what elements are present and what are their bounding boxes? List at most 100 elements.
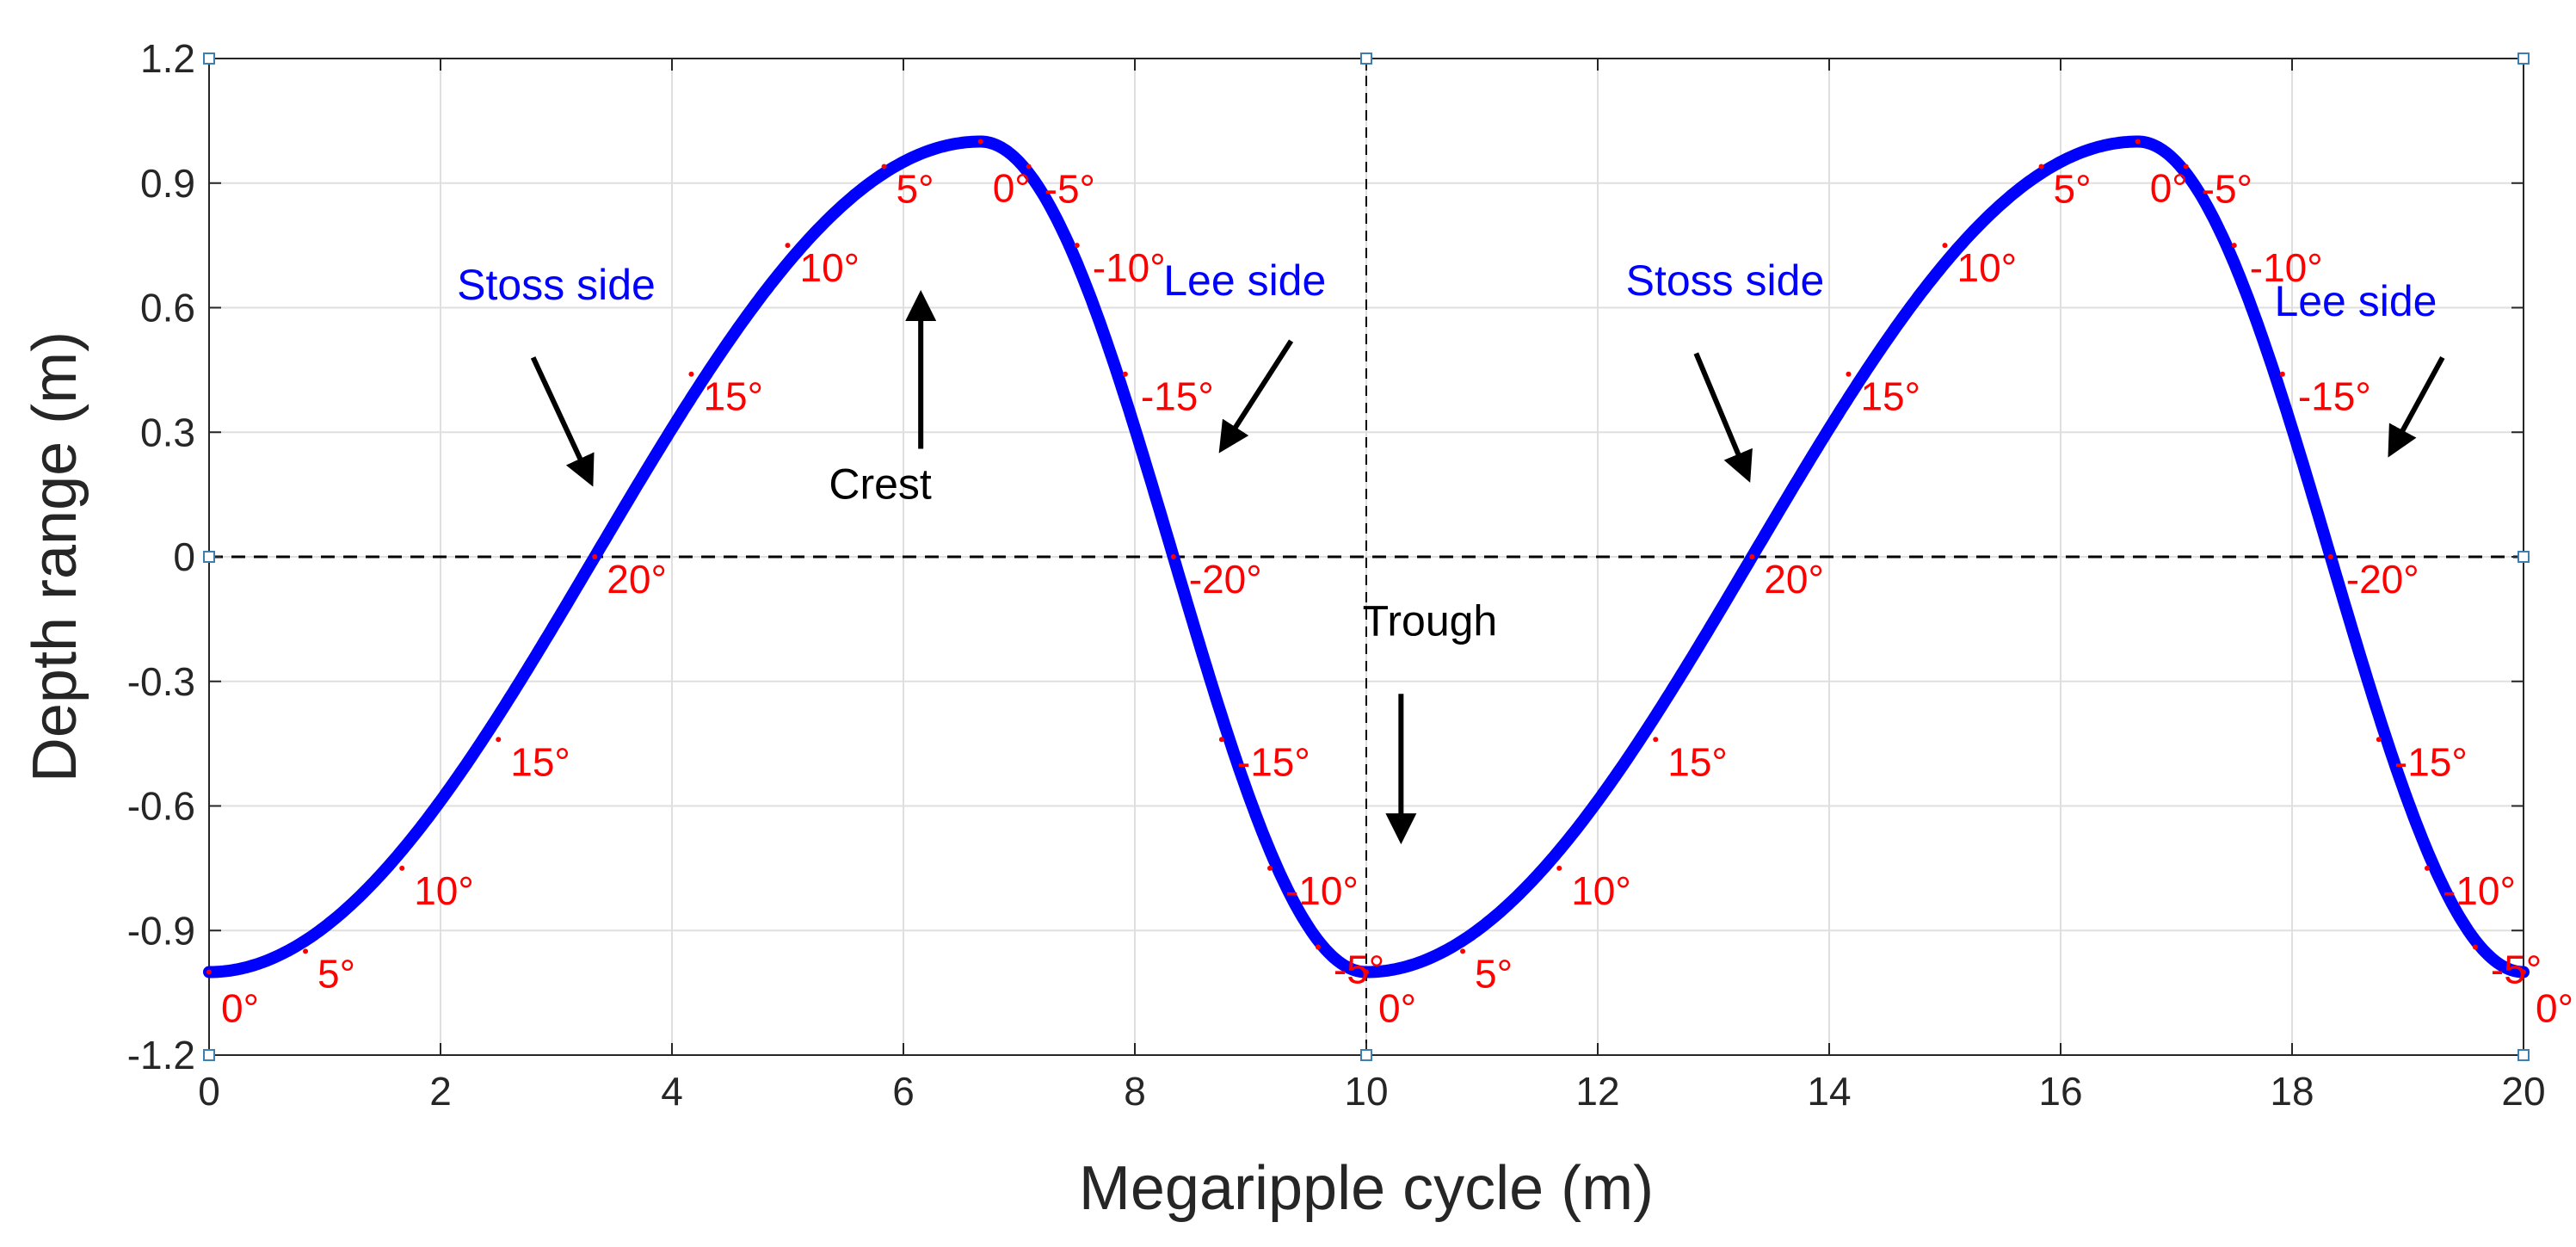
angle-label: -10° (1093, 245, 1166, 290)
angle-label: 20° (607, 557, 667, 602)
angle-marker-dot (1653, 737, 1659, 743)
angle-label: 5° (317, 951, 355, 996)
angle-marker-dot (2135, 139, 2141, 145)
angle-marker-dot (1074, 243, 1080, 249)
feature-label: Crest (829, 460, 932, 508)
angle-marker-dot (785, 243, 791, 249)
angle-marker-dot (977, 139, 983, 145)
angle-marker-dot (688, 371, 694, 377)
angle-marker-dot (496, 737, 502, 743)
x-tick-label: 12 (1575, 1069, 1619, 1114)
axes-handle (203, 551, 215, 563)
angle-label: -20° (2346, 557, 2419, 602)
angle-marker-dot (1026, 164, 1032, 170)
angle-marker-dot (1364, 969, 1369, 975)
y-axis-title: Depth range (m) (21, 331, 89, 782)
x-tick-label: 6 (892, 1069, 915, 1114)
y-tick-label: -0.9 (127, 908, 195, 953)
angle-label: 0° (221, 986, 259, 1031)
x-tick-label: 20 (2501, 1069, 2545, 1114)
axes-handle (203, 52, 215, 65)
side-pointer-arrow (2388, 355, 2445, 458)
angle-label: -10° (2443, 868, 2516, 913)
angle-label: -10° (2250, 245, 2323, 290)
side-pointer-arrow (1218, 339, 1294, 454)
angle-marker-dot (206, 969, 212, 975)
angle-marker-dot (1170, 554, 1176, 559)
side-label: Lee side (2274, 277, 2437, 325)
angle-marker-dot (2183, 164, 2189, 170)
angle-marker-dot (2521, 969, 2526, 975)
angle-label: 15° (1860, 374, 1920, 419)
angle-marker-dot (1460, 948, 1466, 954)
y-tick-label: 0.9 (140, 161, 195, 206)
angle-label: 0° (993, 166, 1031, 211)
annotations: Stoss side Crest Lee side Trough Stoss side L… (457, 256, 2445, 845)
angle-marker-dot (881, 164, 887, 170)
x-tick-label: 0 (198, 1069, 220, 1114)
angle-label: 10° (414, 868, 474, 913)
x-tick-label: 2 (429, 1069, 452, 1114)
angle-label: 10° (1957, 245, 2018, 290)
angle-marker-dot (2376, 737, 2382, 743)
angle-marker-dot (1266, 865, 1273, 871)
angle-marker-dot (1749, 554, 1755, 559)
angle-label: 20° (1764, 557, 1824, 602)
angle-label: -5° (2491, 948, 2542, 992)
angle-label: -15° (2298, 374, 2371, 419)
angle-marker-dot (2038, 164, 2044, 170)
x-tick-label: 18 (2270, 1069, 2314, 1114)
side-label: Lee side (1163, 256, 1326, 305)
angle-label: 0° (1378, 986, 1416, 1031)
angle-label: 15° (1667, 739, 1728, 784)
axis-ticks: 0 2 4 6 8 10 12 14 16 18 20 1.2 0.9 0.6 0.3 0 -0.3 -0.6 -0… (127, 36, 2546, 1114)
angle-marker-dot (2231, 243, 2237, 249)
y-tick-label: -0.6 (127, 784, 195, 829)
angle-label: 0° (2150, 166, 2188, 211)
axes-handle (2517, 52, 2530, 65)
angle-marker-dot (1122, 371, 1128, 377)
angle-label: 0° (2536, 986, 2573, 1031)
axes-handle (203, 1049, 215, 1061)
x-tick-label: 8 (1124, 1069, 1146, 1114)
angle-label: -10° (1285, 868, 1359, 913)
angle-label: 15° (703, 374, 763, 419)
angle-marker-dot (2472, 944, 2478, 950)
x-tick-label: 10 (1344, 1069, 1388, 1114)
x-tick-label: 14 (1807, 1069, 1851, 1114)
axes-handle (1360, 52, 1372, 65)
angle-label: 10° (800, 245, 860, 290)
side-label: Stoss side (1626, 256, 1825, 305)
y-tick-label: -1.2 (127, 1033, 195, 1077)
angle-marker-dot (1942, 243, 1948, 249)
feature-label: Trough (1363, 597, 1498, 645)
angle-marker-dot (2424, 865, 2430, 871)
angle-label: -15° (2394, 739, 2468, 784)
angle-marker-dot (1218, 737, 1224, 743)
angle-label: -15° (1237, 739, 1310, 784)
y-tick-label: 0.6 (140, 286, 195, 330)
angle-label: 15° (510, 739, 570, 784)
angle-label: 5° (1475, 951, 1513, 996)
angle-label: -5° (1045, 166, 1095, 211)
axes-selection-handles (203, 52, 2530, 1061)
y-tick-label: 1.2 (140, 36, 195, 81)
angle-label: 10° (1571, 868, 1631, 913)
angle-label: -15° (1141, 374, 1214, 419)
axes-handle (1360, 1049, 1372, 1061)
side-label: Stoss side (457, 261, 656, 309)
y-tick-label: 0 (173, 534, 195, 579)
angle-marker-dot (399, 865, 405, 871)
angle-marker-dot (1315, 944, 1321, 950)
angle-label: -5° (1334, 948, 1384, 992)
axes-handle (2517, 551, 2530, 563)
side-pointer-arrow (530, 356, 595, 487)
angle-label: 5° (897, 166, 934, 211)
angle-marker-dot (1846, 371, 1852, 377)
x-tick-label: 4 (661, 1069, 683, 1114)
x-tick-label: 16 (2038, 1069, 2082, 1114)
angle-markers: 0°5°10°15°20°15°10°5° 0° -5°-10°-15°-20°-1… (206, 139, 2573, 1031)
axes-handle (2517, 1049, 2530, 1061)
angle-marker-dot (2327, 554, 2333, 559)
